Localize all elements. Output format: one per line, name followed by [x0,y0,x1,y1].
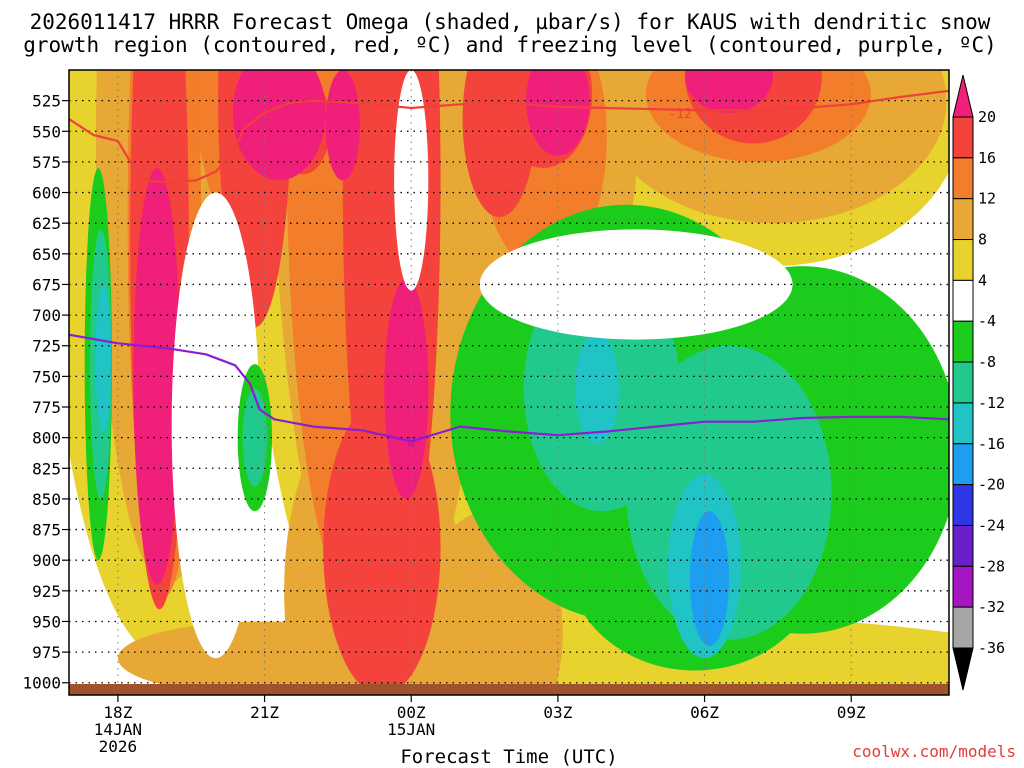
colorbar-swatch-12 [952,606,974,649]
contour-region-omega_neg16 [689,511,729,646]
colorbar-bottom-arrow [952,647,974,691]
colorbar-label--32: -32 [978,598,1005,616]
colorbar-label--36: -36 [978,639,1005,657]
colorbar-swatch-8 [952,443,974,486]
ground-terrain-band [69,684,949,695]
colorbar-label--8: -8 [978,353,996,371]
colorbar-label--16: -16 [978,435,1005,453]
y-tick-label-975: 975 [32,643,61,662]
colorbar-label-20: 20 [978,108,996,126]
y-tick-label-850: 850 [32,490,61,509]
y-tick-label-650: 650 [32,245,61,264]
y-tick-label-550: 550 [32,122,61,141]
x-tick-label-18Z-1: 18Z [103,703,132,722]
dgz-line-label: -12 [668,107,691,122]
series-omega-near-zero [171,70,793,659]
colorbar-label--24: -24 [978,516,1005,534]
x-tick-label-03Z-1: 03Z [543,703,572,722]
freezing-line-label: 0 [407,435,415,450]
colorbar-swatch-6 [952,361,974,404]
y-tick-label-725: 725 [32,337,61,356]
x-tick-label-06Z-1: 06Z [690,703,719,722]
watermark: coolwx.com/models [852,742,1016,761]
colorbar-swatch-10 [952,524,974,567]
contour-region-omega_neg12 [575,333,619,444]
colorbar-swatch-4 [952,279,974,322]
plot-frame [68,69,950,696]
dgz-minus12-line [69,89,949,184]
chart-title-line1: 2026011417 HRRR Forecast Omega (shaded, … [30,10,991,34]
y-tick-label-775: 775 [32,398,61,417]
colorbar-label--4: -4 [978,312,996,330]
chart-title-line2: growth region (contoured, red, ºC) and f… [23,33,997,57]
y-tick-label-875: 875 [32,521,61,540]
y-tick-label-1000: 1000 [22,674,61,693]
colorbar-label--12: -12 [978,394,1005,412]
pressure-axis: 525 550 575 600 625 650 675 700 725 750 775 800 825 8… [22,92,69,693]
colorbar-swatch-3 [952,239,974,281]
colorbar-top-arrow [952,74,974,118]
colorbar-swatch-9 [952,484,974,526]
contour-region-omega_20 [232,70,326,181]
colorbar-label-16: 16 [978,149,996,167]
contour-region-omega_neg8 [242,388,267,487]
colorbar-label-12: 12 [978,190,996,208]
y-tick-label-800: 800 [32,429,61,448]
y-tick-label-575: 575 [32,153,61,172]
contour-region-near-zero [394,70,429,291]
contour-lines: -12 0 [69,89,949,450]
contour-region-omega_20 [325,70,360,181]
x-tick-label-18Z-2: 14JAN [94,720,142,739]
contour-region-near-zero [479,229,793,340]
series-omega-neg8-overlay [242,388,267,487]
colorbar-swatch-5 [952,320,974,363]
contour-region-omega_neg12 [95,284,112,432]
plot-area: -12 0 [69,70,949,695]
y-tick-label-625: 625 [32,214,61,233]
x-tick-label-21Z-1: 21Z [250,703,279,722]
x-tick-label-18Z-3: 2026 [99,737,138,756]
x-tick-label-00Z-1: 00Z [397,703,426,722]
colorbar-swatch-1 [952,157,974,200]
omega-shading [69,70,949,695]
x-tick-label-00Z-2: 15JAN [387,720,435,739]
y-tick-label-525: 525 [32,92,61,111]
contour-region-omega_20 [685,70,773,113]
colorbar-swatch-0 [952,116,974,159]
y-tick-label-900: 900 [32,551,61,570]
colorbar-swatch-2 [952,198,974,241]
colorbar-swatch-11 [952,565,974,608]
x-tick-label-09Z-1: 09Z [837,703,866,722]
contour-region-omega_20 [133,168,181,585]
series-omega_20 [133,70,773,585]
y-tick-label-600: 600 [32,184,61,203]
colorbar-label-4: 4 [978,271,987,289]
y-tick-label-750: 750 [32,367,61,386]
colorbar: 20 16 12 8 4 -4 -8 -12 -16 -20 -24 -28 -32 -36 [952,74,1005,691]
y-tick-label-950: 950 [32,612,61,631]
y-tick-label-675: 675 [32,275,61,294]
colorbar-label--28: -28 [978,557,1005,575]
freezing-level-line [69,333,949,443]
series-omega_neg16 [689,511,729,646]
colorbar-label-8: 8 [978,231,987,249]
contour-region-omega_20 [384,278,429,499]
contour-region-omega_20 [526,70,590,156]
y-tick-label-825: 825 [32,459,61,478]
y-tick-label-925: 925 [32,582,61,601]
x-axis-label: Forecast Time (UTC) [400,746,617,768]
colorbar-swatch-7 [952,402,974,445]
dotted-grid [69,70,949,695]
colorbar-label--20: -20 [978,476,1005,494]
y-tick-label-700: 700 [32,306,61,325]
contour-region-near-zero [171,192,260,659]
